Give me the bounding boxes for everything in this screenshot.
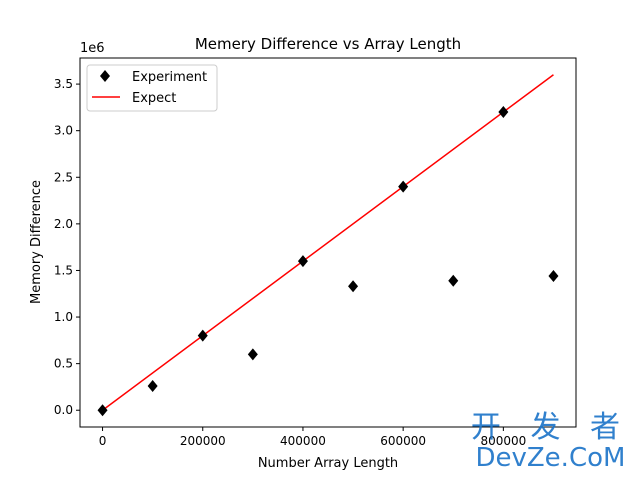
data-point-experiment (548, 270, 559, 283)
y-axis-label: Memory Difference (29, 180, 44, 304)
data-point-experiment (97, 404, 108, 417)
y-tick-label: 0.0 (54, 403, 73, 417)
x-tick-label: 0 (99, 434, 107, 448)
x-tick-label: 600000 (380, 434, 426, 448)
data-point-experiment (448, 274, 459, 287)
y-axis: 0.0 0.5 1.0 1.5 2.0 2.5 3.0 3.5 (54, 77, 80, 417)
plot-area (97, 74, 559, 417)
data-point-experiment (498, 106, 509, 119)
y-tick-label: 2.5 (54, 170, 73, 184)
y-tick-label: 3.0 (54, 124, 73, 138)
axes-frame (79, 57, 577, 428)
legend-label-experiment: Experiment (132, 70, 207, 85)
y-offset-label: 1e6 (80, 41, 105, 56)
data-point-experiment (197, 329, 208, 342)
y-tick-label: 3.5 (54, 77, 73, 91)
data-point-experiment (147, 380, 158, 392)
data-point-experiment (398, 180, 409, 193)
x-axis: 0 200000 400000 600000 800000 (99, 427, 526, 448)
x-tick-label: 200000 (180, 434, 226, 448)
x-tick-label: 800000 (480, 434, 526, 448)
data-point-experiment (247, 348, 258, 361)
legend-label-expect: Expect (132, 91, 176, 106)
legend-diamond-icon (100, 70, 110, 82)
y-tick-label: 1.5 (54, 263, 73, 277)
y-tick-label: 0.5 (54, 357, 73, 371)
legend-box (86, 64, 218, 112)
x-axis-label: Number Array Length (258, 456, 398, 471)
x-tick-label: 400000 (280, 434, 326, 448)
data-point-experiment (348, 280, 359, 293)
legend: Experiment Expect (86, 64, 218, 112)
y-tick-label: 1.0 (54, 310, 73, 324)
data-point-experiment (297, 255, 308, 268)
chart-title: Memery Difference vs Array Length (195, 35, 461, 53)
series-line-expect (102, 74, 554, 411)
y-tick-label: 2.0 (54, 217, 73, 231)
